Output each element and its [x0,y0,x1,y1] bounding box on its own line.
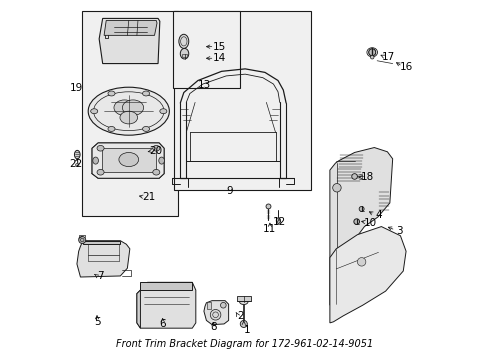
Ellipse shape [90,109,98,114]
Ellipse shape [370,55,373,59]
Ellipse shape [120,111,137,124]
Ellipse shape [122,100,143,116]
Ellipse shape [159,157,164,164]
Ellipse shape [160,109,166,114]
Polygon shape [137,282,195,328]
Ellipse shape [180,48,188,59]
Ellipse shape [265,204,270,209]
Text: 20: 20 [149,146,162,156]
Polygon shape [92,143,164,178]
Ellipse shape [152,170,160,175]
Bar [81,12,178,216]
Text: 10: 10 [364,218,377,228]
Bar [236,296,250,301]
Ellipse shape [108,91,115,96]
Polygon shape [203,301,228,325]
Text: 3: 3 [396,226,402,236]
Polygon shape [83,241,120,244]
Ellipse shape [97,145,104,151]
Ellipse shape [97,170,104,175]
Ellipse shape [119,153,139,167]
Ellipse shape [79,237,85,243]
Ellipse shape [358,207,364,211]
Text: 19: 19 [70,82,83,93]
Ellipse shape [114,100,135,116]
Bar [173,12,240,87]
Text: 2: 2 [237,311,244,321]
Text: 15: 15 [213,42,226,51]
Ellipse shape [240,320,247,328]
Text: 13: 13 [198,80,211,90]
Text: 17: 17 [381,52,394,62]
Text: 11: 11 [263,224,276,234]
Bar [102,148,156,172]
Ellipse shape [276,218,280,224]
Bar [182,54,187,57]
Text: 8: 8 [210,323,216,333]
Text: 4: 4 [374,210,381,220]
Text: Front Trim Bracket Diagram for 172-961-02-14-9051: Front Trim Bracket Diagram for 172-961-0… [116,339,372,349]
Ellipse shape [353,219,359,224]
Text: 22: 22 [69,159,82,169]
Ellipse shape [152,145,160,151]
Ellipse shape [357,258,365,266]
Text: 9: 9 [226,186,232,196]
Ellipse shape [210,310,221,320]
Ellipse shape [351,174,357,179]
Ellipse shape [75,163,79,166]
Polygon shape [329,226,405,323]
Text: 7: 7 [97,271,103,281]
Ellipse shape [368,49,375,56]
Polygon shape [77,241,130,277]
Text: 6: 6 [159,319,165,329]
Bar [174,12,310,190]
Text: 18: 18 [360,172,373,182]
Text: 12: 12 [272,217,285,227]
Ellipse shape [88,87,169,135]
Ellipse shape [93,157,98,164]
Polygon shape [104,21,157,35]
Ellipse shape [332,184,341,192]
Ellipse shape [108,126,115,131]
Text: 14: 14 [213,53,226,63]
Ellipse shape [239,299,247,305]
Polygon shape [99,18,160,64]
Ellipse shape [142,91,149,96]
Text: 5: 5 [94,317,100,327]
Polygon shape [137,290,140,328]
Ellipse shape [142,126,149,131]
Bar [207,302,211,309]
Text: 1: 1 [244,325,250,335]
Text: 16: 16 [399,62,412,72]
Polygon shape [140,282,192,290]
Text: 21: 21 [142,192,155,202]
Polygon shape [329,148,392,305]
Ellipse shape [74,150,80,159]
Ellipse shape [179,34,188,48]
Ellipse shape [220,302,225,308]
